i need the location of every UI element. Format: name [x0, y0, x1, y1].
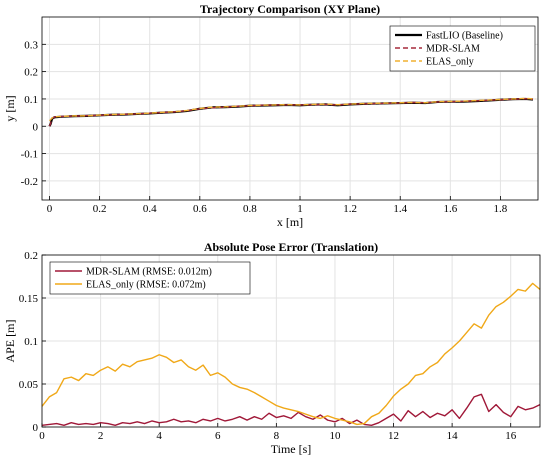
x-tick-label: 4	[156, 430, 162, 442]
legend-label-3: ELAS_only	[426, 57, 474, 68]
x-tick-label: 16	[505, 430, 517, 442]
y-tick-label: 0	[33, 121, 39, 133]
series-line-1	[41, 393, 541, 426]
legend-box	[49, 261, 251, 295]
x-tick-label: 1.4	[393, 203, 407, 215]
x-tick-label: 14	[447, 430, 459, 442]
chart-title: Absolute Pose Error (Translation)	[204, 240, 378, 254]
y-tick-label: -0.1	[21, 149, 38, 161]
y-tick-label: 0.2	[24, 250, 38, 262]
legend-label-1: FastLIO (Baseline)	[426, 31, 503, 42]
x-axis-label: Time [s]	[271, 442, 312, 456]
x-tick-label: 2	[98, 430, 104, 442]
y-tick-label: 0.1	[24, 94, 38, 106]
ape-plot: 0 2 4 6 8 10 12 14 16 0 0.05 0.1 0.15 0.2 Absolute Pos…	[3, 240, 541, 456]
y-axis-label: APE [m]	[3, 320, 17, 363]
x-tick-label: 1.8	[494, 203, 508, 215]
x-tick-label: 1	[297, 203, 303, 215]
legend-label-2: MDR-SLAM	[426, 44, 480, 55]
chart-title: Trajectory Comparison (XY Plane)	[200, 2, 380, 16]
x-tick-label: 0.8	[243, 203, 257, 215]
x-tick-label: 0.4	[143, 203, 157, 215]
y-tick-label: 0.1	[24, 336, 38, 348]
x-tick-label: 1.6	[443, 203, 457, 215]
x-tick-label: 0.6	[193, 203, 207, 215]
legend-label-2: ELAS_only (RMSE: 0.072m)	[86, 280, 206, 291]
plot-frame	[41, 16, 539, 201]
x-tick-label: 0.2	[93, 203, 107, 215]
y-tick-label: 0	[33, 422, 39, 434]
y-tick-label: 0.3	[24, 39, 38, 51]
x-axis-label: x [m]	[277, 215, 303, 229]
series-line-3	[49, 97, 536, 122]
series-line-2	[41, 282, 541, 426]
x-tick-label: 6	[215, 430, 221, 442]
y-tick-label: 0.15	[19, 293, 39, 305]
x-tick-label: 1.2	[343, 203, 357, 215]
x-tick-label: 0	[47, 203, 53, 215]
x-tick-label: 10	[329, 430, 341, 442]
x-tick-label: 8	[274, 430, 280, 442]
y-tick-label: 0.05	[19, 379, 39, 391]
legend-label-1: MDR-SLAM (RMSE: 0.012m)	[86, 267, 212, 278]
y-tick-label: -0.2	[21, 176, 38, 188]
x-tick-label: 12	[388, 430, 399, 442]
trajectory-plot: 0 0.2 0.4 0.6 0.8 1 1.2 1.4 1.6 1.8 -0.2 -0.1 0 0.1 0.…	[3, 2, 539, 229]
plot-frame	[41, 254, 541, 428]
y-axis-label: y [m]	[3, 95, 17, 121]
y-tick-label: 0.2	[24, 67, 38, 79]
x-tick-label: 0	[39, 430, 45, 442]
